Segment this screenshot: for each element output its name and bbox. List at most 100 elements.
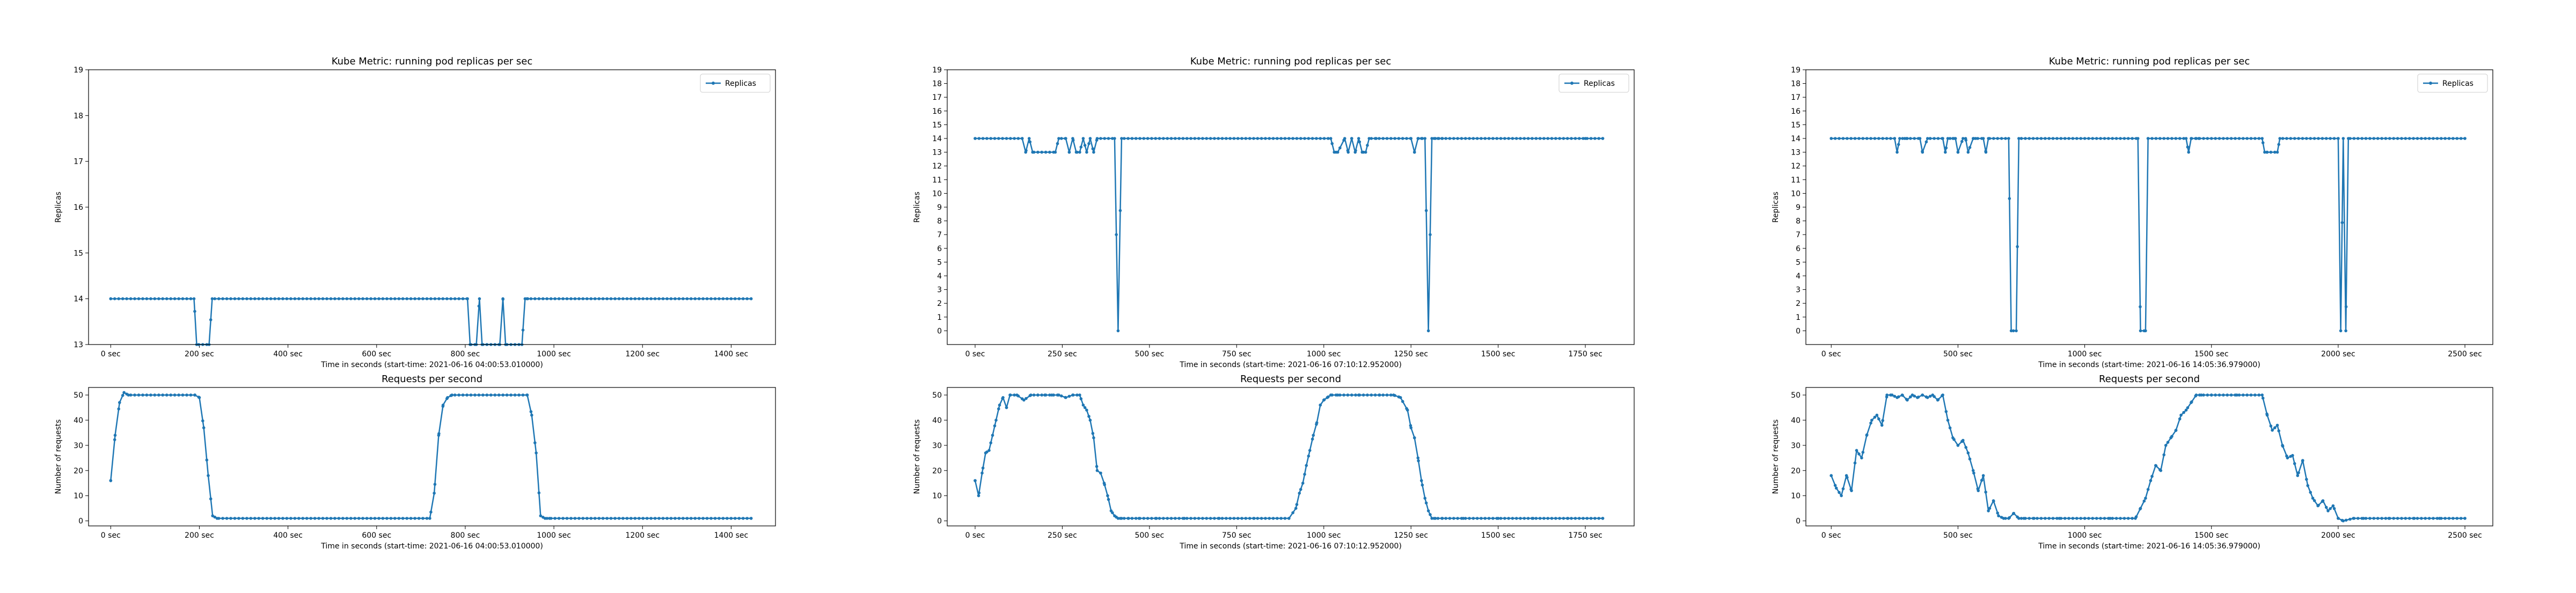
data-point [225,297,229,301]
data-point [1209,517,1212,520]
data-point [1294,507,1298,510]
data-point [437,297,441,301]
data-point [1429,233,1432,237]
data-point [1253,517,1256,520]
data-point [2337,137,2340,140]
data-point [1137,517,1141,520]
data-point [2340,221,2344,224]
data-point [537,491,541,495]
data-point [1366,393,1369,397]
data-point [257,297,261,301]
data-point [1554,517,1557,520]
data-point [1971,137,1975,140]
data-point [745,297,749,301]
data-point [365,297,369,301]
y-tick-label: 7 [1796,231,1801,239]
data-point [1048,150,1051,154]
data-point [169,393,173,397]
data-point [2463,137,2467,140]
data-point [1158,517,1161,520]
data-point [1409,137,1413,140]
data-point [329,297,333,301]
x-tick-label: 1500 sec [1481,531,1516,540]
y-tick-label: 0 [1796,327,1801,335]
data-point [693,297,697,301]
y-tick-label: 50 [932,391,942,400]
data-point [1236,137,1240,140]
data-point [2404,517,2407,520]
data-point [1838,137,1841,140]
data-point [2194,393,2198,397]
data-point [1364,150,1367,154]
data-point [985,137,989,140]
y-tick-label: 17 [74,158,83,166]
data-point [2326,509,2330,513]
data-point [1968,146,1972,149]
data-point [1078,150,1081,154]
data-point [2249,393,2253,397]
data-point [493,393,497,397]
data-point [2206,137,2209,140]
y-tick-label: 10 [1791,492,1801,501]
data-point [2109,517,2112,520]
data-point [705,297,709,301]
data-point [2179,413,2183,417]
data-point [1948,137,1952,140]
chart-title: Requests per second [382,374,482,385]
data-point [2344,518,2348,522]
data-point [421,517,425,520]
data-point [1840,494,1843,497]
data-point [1531,517,1535,520]
data-point [661,297,665,301]
data-point [1353,150,1357,154]
plot-frame [88,69,776,345]
data-point [177,393,180,397]
data-point [2447,137,2451,140]
data-point [2440,137,2443,140]
data-point [285,297,289,301]
data-point [705,517,709,520]
data-point [2278,137,2282,140]
data-point [1507,137,1510,140]
data-point [2007,517,2010,520]
data-point [2206,393,2209,397]
data-point [1393,137,1396,140]
data-point [1177,517,1181,520]
data-point [153,393,157,397]
data-point [1468,137,1471,140]
data-point [2028,137,2031,140]
data-point [989,137,992,140]
data-point [2055,137,2059,140]
data-point [1005,406,1008,409]
data-point [113,297,116,301]
data-point [2459,517,2463,520]
y-tick-label: 0 [78,517,83,526]
y-tick-label: 40 [1791,416,1801,425]
data-point [577,297,581,301]
data-point [2075,517,2079,520]
data-point [2301,459,2304,462]
data-point [1134,137,1138,140]
legend: Replicas [1558,74,1629,93]
data-point [1460,137,1463,140]
data-point [241,297,245,301]
data-point [253,517,257,520]
series-line [1831,394,2465,522]
data-point [481,393,485,397]
data-point [321,517,325,520]
data-point [1456,517,1459,520]
x-tick-label: 2500 sec [2448,531,2482,540]
data-point [2447,517,2451,520]
data-point [181,393,185,397]
data-point [1944,410,1948,413]
data-point [2324,137,2328,140]
x-tick-label: 600 sec [362,350,391,358]
data-point [1329,393,1333,397]
data-point [1067,394,1071,398]
data-point [1523,137,1526,140]
data-point [369,297,372,301]
data-point [265,297,269,301]
data-point [2174,137,2178,140]
data-point [1601,137,1605,140]
data-point [1381,393,1385,397]
